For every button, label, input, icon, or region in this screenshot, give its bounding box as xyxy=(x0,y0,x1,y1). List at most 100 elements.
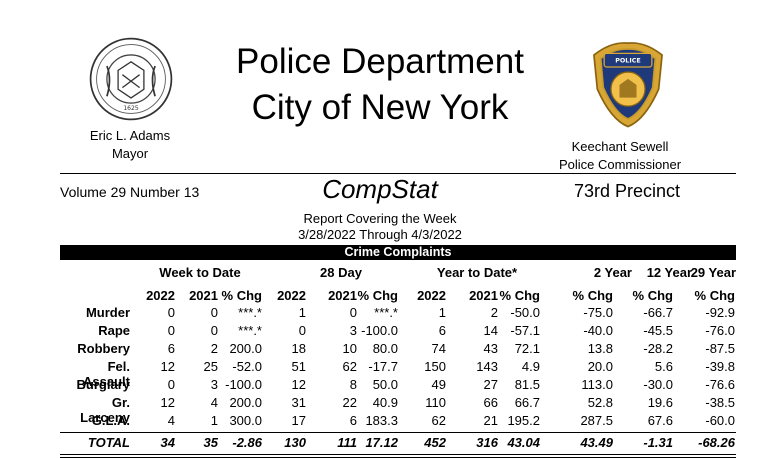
table-cell: 17 xyxy=(291,413,306,428)
total-cell: 17.12 xyxy=(365,435,398,450)
table-cell: 81.5 xyxy=(514,377,540,392)
row-label: Burglary xyxy=(76,377,130,392)
table-cell: 12 xyxy=(160,359,175,374)
svg-text:1625: 1625 xyxy=(123,105,138,112)
table-cell: -40.0 xyxy=(583,323,613,338)
table-cell: 2 xyxy=(210,341,218,356)
section-title-bar: Crime Complaints xyxy=(60,245,736,260)
table-cell: 110 xyxy=(425,395,446,410)
table-cell: 43 xyxy=(483,341,498,356)
table-cell: 4 xyxy=(210,395,218,410)
report-covering-label: Report Covering the Week xyxy=(303,211,457,226)
table-cell: 3 xyxy=(349,323,357,338)
group-header-28-day: 28 Day xyxy=(320,265,362,280)
table-cell: 50.0 xyxy=(372,377,398,392)
table-cell: 1 xyxy=(438,305,446,320)
table-cell: ***.* xyxy=(238,323,262,338)
total-cell: -2.86 xyxy=(232,435,262,450)
group-header-week-to-date: Week to Date xyxy=(159,265,241,280)
table-cell: 40.9 xyxy=(372,395,398,410)
total-cell: 111 xyxy=(337,435,357,450)
group-header-29-year: 29 Year xyxy=(690,265,736,280)
table-cell: 143 xyxy=(476,359,498,374)
table-cell: -50.0 xyxy=(510,305,540,320)
total-cell: -1.31 xyxy=(643,435,673,450)
table-cell: 49 xyxy=(431,377,446,392)
row-label: Murder xyxy=(85,305,130,320)
table-cell: 0 xyxy=(298,323,306,338)
table-cell: -17.7 xyxy=(368,359,398,374)
table-cell: -38.5 xyxy=(705,395,735,410)
table-cell: 2 xyxy=(490,305,498,320)
row-label: Rape xyxy=(98,323,130,338)
table-cell: 22 xyxy=(342,395,357,410)
svg-text:POLICE: POLICE xyxy=(615,57,641,65)
table-cell: -60.0 xyxy=(705,413,735,428)
total-cell: 316 xyxy=(476,435,498,450)
table-cell: 62 xyxy=(431,413,446,428)
total-cell: -68.26 xyxy=(698,435,735,450)
table-cell: -87.5 xyxy=(705,341,735,356)
table-cell: 31 xyxy=(291,395,306,410)
table-cell: 52.8 xyxy=(587,395,613,410)
group-header-12-year: 12 Year xyxy=(646,265,692,280)
column-header: 2022 xyxy=(417,288,446,303)
table-cell: 6 xyxy=(438,323,446,338)
header-divider xyxy=(60,173,736,174)
table-cell: 0 xyxy=(210,305,218,320)
table-cell: -28.2 xyxy=(643,341,673,356)
table-cell: 72.1 xyxy=(514,341,540,356)
table-cell: -100.0 xyxy=(361,323,398,338)
table-cell: -76.6 xyxy=(705,377,735,392)
total-cell: 43.49 xyxy=(580,435,613,450)
column-header: % Chg xyxy=(694,288,735,303)
table-cell: 62 xyxy=(342,359,357,374)
table-cell: 19.6 xyxy=(647,395,673,410)
commissioner-signature-block: Keechant Sewell Police Commissioner xyxy=(540,138,700,174)
total-cell: 130 xyxy=(284,435,306,450)
table-cell: 0 xyxy=(167,377,175,392)
table-cell: 0 xyxy=(167,323,175,338)
table-cell: 67.6 xyxy=(647,413,673,428)
volume-number: Volume 29 Number 13 xyxy=(60,184,200,200)
table-cell: 27 xyxy=(483,377,498,392)
table-cell: 20.0 xyxy=(587,359,613,374)
column-header: 2021 xyxy=(328,288,357,303)
table-cell: 66 xyxy=(483,395,498,410)
table-cell: 5.6 xyxy=(654,359,673,374)
table-cell: 80.0 xyxy=(372,341,398,356)
table-cell: 3 xyxy=(210,377,218,392)
row-label: G.L.A. xyxy=(91,413,130,428)
total-divider xyxy=(60,432,736,433)
table-cell: ***.* xyxy=(374,305,398,320)
table-cell: 0 xyxy=(167,305,175,320)
row-label: Fel. Assault xyxy=(83,359,130,389)
table-cell: 25 xyxy=(203,359,218,374)
total-cell: 452 xyxy=(424,435,446,450)
table-cell: 0 xyxy=(349,305,357,320)
table-cell: 8 xyxy=(349,377,357,392)
table-cell: -52.0 xyxy=(232,359,262,374)
commissioner-title: Police Commissioner xyxy=(558,157,682,172)
table-cell: 6 xyxy=(349,413,357,428)
column-header: % Chg xyxy=(499,288,540,303)
table-cell: 18 xyxy=(291,341,306,356)
table-cell: -45.5 xyxy=(643,323,673,338)
precinct-name: 73rd Precinct xyxy=(574,181,681,201)
row-label: Gr. Larceny xyxy=(80,395,130,425)
table-cell: 195.2 xyxy=(507,413,540,428)
mayor-title: Mayor xyxy=(111,146,149,161)
column-header: % Chg xyxy=(572,288,613,303)
column-header: 2021 xyxy=(189,288,218,303)
table-cell: 0 xyxy=(210,323,218,338)
total-underline-1 xyxy=(60,454,736,455)
table-cell: 200.0 xyxy=(229,341,262,356)
table-cell: 4.9 xyxy=(521,359,540,374)
table-cell: 12 xyxy=(160,395,175,410)
mayor-signature-block: Eric L. Adams Mayor xyxy=(60,127,200,163)
row-label: Robbery xyxy=(77,341,130,356)
table-cell: 51 xyxy=(291,359,306,374)
group-header-year-to-date: Year to Date* xyxy=(436,265,518,280)
table-cell: 287.5 xyxy=(580,413,613,428)
table-cell: -100.0 xyxy=(225,377,262,392)
